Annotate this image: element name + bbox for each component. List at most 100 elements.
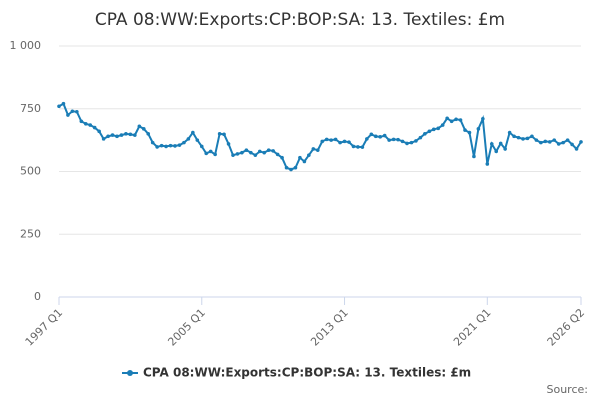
point xyxy=(271,149,275,153)
point xyxy=(507,130,512,135)
y-tick-label: 0 xyxy=(34,290,41,303)
point xyxy=(400,139,405,144)
point xyxy=(570,142,574,147)
point xyxy=(427,129,432,134)
point xyxy=(182,140,186,145)
point xyxy=(445,116,449,121)
point xyxy=(436,126,441,131)
point xyxy=(556,142,561,146)
point xyxy=(454,117,458,122)
point xyxy=(387,138,391,142)
point xyxy=(307,153,311,157)
point xyxy=(173,144,177,148)
point xyxy=(525,136,530,141)
point xyxy=(186,137,191,141)
point xyxy=(369,132,374,137)
point xyxy=(106,134,110,139)
point xyxy=(463,128,467,132)
point xyxy=(530,134,534,139)
y-tick-label: 250 xyxy=(20,227,41,240)
point xyxy=(217,132,222,136)
point xyxy=(293,165,298,170)
point xyxy=(253,153,258,157)
point xyxy=(521,137,525,141)
point xyxy=(244,148,249,152)
point xyxy=(481,116,485,121)
point xyxy=(534,138,539,142)
point xyxy=(489,142,494,146)
point xyxy=(431,127,436,132)
point xyxy=(539,140,543,145)
point xyxy=(365,137,369,141)
point xyxy=(226,142,231,146)
point xyxy=(360,145,365,149)
point xyxy=(418,135,423,140)
legend-label: CPA 08:WW:Exports:CP:BOP:SA: 13. Textile… xyxy=(143,366,471,380)
point xyxy=(150,140,155,145)
point xyxy=(472,154,476,159)
source: Source: xyxy=(547,383,589,396)
point xyxy=(485,162,490,166)
point xyxy=(101,137,106,141)
point xyxy=(199,144,204,149)
point xyxy=(110,133,115,137)
x-tick-label: 1997 Q1 xyxy=(23,306,66,349)
point xyxy=(289,167,293,172)
point xyxy=(70,109,75,114)
point xyxy=(552,138,557,142)
point xyxy=(83,122,88,126)
series-line xyxy=(58,102,582,171)
x-tick-label: 2013 Q1 xyxy=(308,306,351,349)
point xyxy=(249,150,253,155)
point xyxy=(124,132,128,136)
point xyxy=(516,135,521,140)
point xyxy=(423,132,427,136)
point xyxy=(204,151,209,156)
y-tick-label: 500 xyxy=(20,165,41,178)
chart-title: CPA 08:WW:Exports:CP:BOP:SA: 13. Textile… xyxy=(95,10,505,30)
point xyxy=(61,101,66,106)
x-tick-label: 2005 Q1 xyxy=(165,306,208,349)
point xyxy=(324,137,329,142)
legend-marker xyxy=(127,370,133,376)
point xyxy=(57,104,61,109)
point xyxy=(396,137,400,142)
point xyxy=(378,135,383,139)
point xyxy=(409,140,414,145)
point xyxy=(449,119,454,124)
point xyxy=(75,109,79,114)
point xyxy=(440,123,445,127)
point xyxy=(208,149,213,154)
point xyxy=(561,140,565,145)
point xyxy=(382,133,387,138)
point xyxy=(115,134,119,139)
x-tick-label: 2026 Q2 xyxy=(545,306,588,349)
point xyxy=(338,140,342,145)
point xyxy=(133,133,137,137)
point xyxy=(262,150,267,155)
x-tick-label: 2021 Q1 xyxy=(451,306,494,349)
point xyxy=(565,138,570,142)
point xyxy=(329,138,333,142)
point xyxy=(159,143,164,148)
point xyxy=(177,143,182,147)
point xyxy=(164,144,168,149)
point xyxy=(257,149,262,154)
y-tick-label: 1 000 xyxy=(10,39,42,52)
point xyxy=(97,129,101,134)
point xyxy=(66,113,70,117)
point xyxy=(213,152,217,157)
point xyxy=(302,159,307,164)
point xyxy=(391,137,396,142)
point xyxy=(284,165,289,170)
point xyxy=(356,145,360,149)
point xyxy=(146,132,151,136)
point xyxy=(498,141,503,146)
point xyxy=(467,130,472,135)
point xyxy=(476,127,481,131)
point xyxy=(231,153,235,157)
point xyxy=(88,123,93,127)
point xyxy=(222,132,226,137)
point xyxy=(155,145,159,149)
point xyxy=(298,155,302,160)
